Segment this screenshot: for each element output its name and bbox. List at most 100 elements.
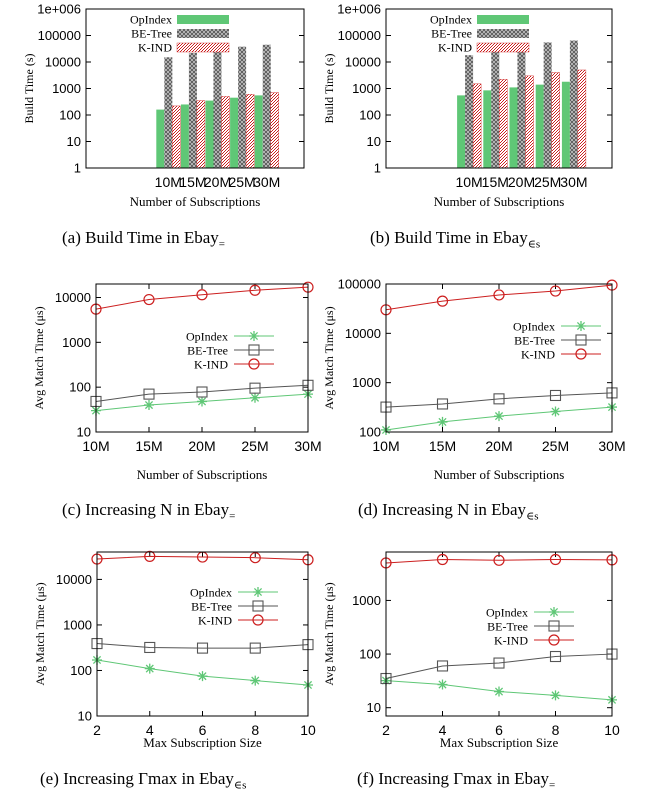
legend-label-5-2: K-IND xyxy=(494,634,528,648)
x-tick-label-5-0: 2 xyxy=(382,722,390,738)
bar-BE-Tree-1-2 xyxy=(517,48,526,168)
betree-point-4-3 xyxy=(249,642,261,654)
x-tick-label-2-0: 10M xyxy=(82,438,109,454)
y-tick-label-0-1: 10 xyxy=(67,134,81,149)
x-tick-label-3-4: 30M xyxy=(598,438,625,454)
legend-label-4-2: K-IND xyxy=(198,614,232,628)
x-axis-label-3: Number of Subscriptions xyxy=(434,467,565,482)
legend-swatch-0-2 xyxy=(176,42,230,53)
series-line-K-IND-4 xyxy=(96,555,309,561)
opindex-point-4-1 xyxy=(144,663,155,674)
y-axis-label-3: Avg Match Time (μs) xyxy=(322,306,336,409)
y-tick-label-3-0: 100 xyxy=(359,425,381,440)
opindex-point-4-3 xyxy=(250,675,261,686)
opindex-point-3-3 xyxy=(550,406,561,417)
x-tick-label-4-0: 2 xyxy=(93,722,101,738)
x-tick-label-4-1: 4 xyxy=(146,722,154,738)
legend-swatch-0-0 xyxy=(177,15,229,24)
legend-label-3-1: BE-Tree xyxy=(514,334,555,348)
x-tick-label-4-4: 10 xyxy=(300,722,316,738)
legend-label-1-0: OpIndex xyxy=(430,13,472,27)
x-tick-label-2-2: 20M xyxy=(188,438,215,454)
x-tick-label-5-2: 6 xyxy=(495,722,503,738)
y-axis-label-2: Avg Match Time (μs) xyxy=(32,306,46,409)
legend-label-1-2: K-IND xyxy=(438,41,472,55)
kind-point-5-2 xyxy=(493,554,505,566)
bar-BE-Tree-0-0 xyxy=(164,57,173,168)
opindex-point-3-legend xyxy=(576,321,586,331)
x-tick-label-3-2: 20M xyxy=(485,438,512,454)
kind-point-5-legend xyxy=(548,634,560,646)
plot-frame-4 xyxy=(96,551,309,717)
x-axis-label-4: Max Subscription Size xyxy=(143,735,262,750)
caption-e: (e) Increasing Γmax in Ebay∈s xyxy=(40,769,247,792)
y-tick-label-3-3: 100000 xyxy=(338,277,381,292)
bar-OpIndex-0-1 xyxy=(180,104,189,168)
bar-BE-Tree-0-2 xyxy=(213,50,222,168)
caption-a: (a) Build Time in Ebay= xyxy=(62,228,225,251)
legend-label-2-0: OpIndex xyxy=(186,330,228,344)
bar-BE-Tree-1-3 xyxy=(543,42,552,169)
series-line-BE-Tree-3 xyxy=(385,392,613,408)
caption-f: (f) Increasing Γmax in Ebay= xyxy=(357,769,556,792)
y-tick-label-1-5: 100000 xyxy=(338,28,381,43)
bar-OpIndex-1-4 xyxy=(561,81,570,168)
bar-K-IND-1-1 xyxy=(499,79,508,169)
x-tick-label-1-0: 10M xyxy=(455,174,482,190)
x-tick-label-4-3: 8 xyxy=(251,722,259,738)
legend-label-0-1: BE-Tree xyxy=(131,27,172,41)
legend-label-5-1: BE-Tree xyxy=(487,620,528,634)
series-line-BE-Tree-4 xyxy=(96,643,309,649)
bar-K-IND-0-1 xyxy=(196,100,206,169)
opindex-point-5-2 xyxy=(494,686,504,697)
y-axis-label-0: Build Time (s) xyxy=(22,53,36,123)
bar-K-IND-1-4 xyxy=(577,69,587,169)
x-tick-label-0-2: 20M xyxy=(204,174,231,190)
caption-c: (c) Increasing N in Ebay= xyxy=(62,500,236,523)
x-tick-label-0-4: 30M xyxy=(253,174,280,190)
y-tick-label-0-6: 1e+006 xyxy=(37,2,81,17)
betree-point-3-1 xyxy=(436,398,449,410)
chart-panel-4: 10 100 1000 10000 2 4 6 8 10 Max Subscription Siz… xyxy=(33,550,316,750)
bar-OpIndex-0-4 xyxy=(254,95,263,168)
legend-label-2-2: K-IND xyxy=(194,358,228,372)
y-tick-label-0-3: 1000 xyxy=(52,81,81,96)
chart-panel-3: 100 1000 10000 100000 10M 15M 20M 25M 30M Number … xyxy=(322,277,626,483)
x-tick-label-1-2: 20M xyxy=(508,174,535,190)
opindex-point-4-2 xyxy=(197,671,208,682)
betree-point-4-legend xyxy=(252,600,264,612)
y-tick-label-1-2: 100 xyxy=(359,108,381,123)
legend-swatch-0-1 xyxy=(177,29,229,38)
y-tick-label-4-3: 10000 xyxy=(56,572,92,587)
legend-swatch-1-1 xyxy=(477,29,529,38)
betree-point-4-1 xyxy=(144,641,156,654)
legend-label-3-2: K-IND xyxy=(521,348,555,362)
legend-label-0-2: K-IND xyxy=(138,41,172,55)
bar-K-IND-0-2 xyxy=(221,96,230,169)
plot-frame-2 xyxy=(95,283,309,433)
opindex-point-5-3 xyxy=(550,690,561,701)
betree-point-3-2 xyxy=(493,393,505,405)
chart-panel-1: 1 10 100 1000 10000 100000 1e+006 10M15M20M25M3… xyxy=(322,2,613,209)
legend-label-2-1: BE-Tree xyxy=(187,344,228,358)
y-tick-label-5-1: 100 xyxy=(359,647,381,662)
kind-point-2-2 xyxy=(196,289,208,301)
kind-point-2-1 xyxy=(143,293,155,306)
x-axis-label-1: Number of Subscriptions xyxy=(434,194,565,209)
y-axis-label-4: Avg Match Time (μs) xyxy=(33,582,47,685)
betree-point-5-1 xyxy=(436,660,449,672)
y-tick-label-1-0: 1 xyxy=(374,161,381,176)
kind-point-4-3 xyxy=(249,552,261,564)
x-tick-label-4-2: 6 xyxy=(199,722,207,738)
bar-OpIndex-0-2 xyxy=(205,100,214,168)
y-tick-label-1-6: 1e+006 xyxy=(337,2,381,17)
y-tick-label-3-2: 10000 xyxy=(345,326,381,341)
bar-BE-Tree-0-1 xyxy=(188,52,197,169)
x-tick-label-2-4: 30M xyxy=(294,438,321,454)
x-tick-label-0-1: 15M xyxy=(179,174,206,190)
legend-label-4-1: BE-Tree xyxy=(191,600,232,614)
y-tick-label-0-0: 1 xyxy=(74,161,81,176)
opindex-point-4-legend xyxy=(253,587,263,597)
x-tick-label-2-3: 25M xyxy=(241,438,268,454)
